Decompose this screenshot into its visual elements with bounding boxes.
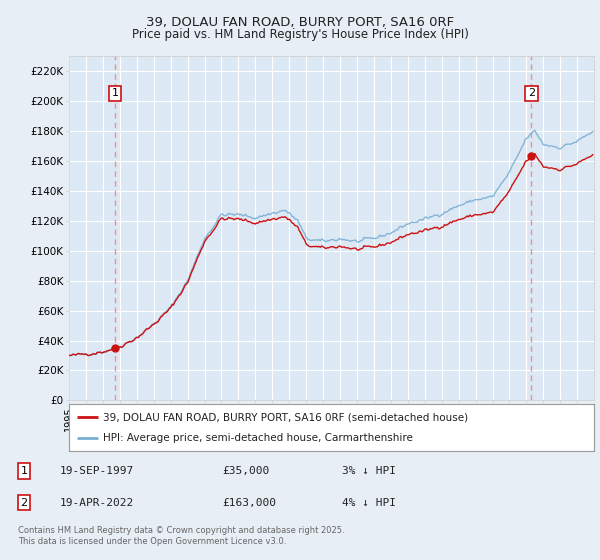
Text: £163,000: £163,000: [222, 498, 276, 507]
Text: HPI: Average price, semi-detached house, Carmarthenshire: HPI: Average price, semi-detached house,…: [103, 433, 413, 443]
Text: 19-APR-2022: 19-APR-2022: [60, 498, 134, 507]
Text: Price paid vs. HM Land Registry's House Price Index (HPI): Price paid vs. HM Land Registry's House …: [131, 28, 469, 41]
Text: 3% ↓ HPI: 3% ↓ HPI: [342, 466, 396, 476]
Text: 1: 1: [112, 88, 119, 99]
Text: 19-SEP-1997: 19-SEP-1997: [60, 466, 134, 476]
Text: 2: 2: [20, 498, 28, 507]
Text: 1: 1: [20, 466, 28, 476]
Text: £35,000: £35,000: [222, 466, 269, 476]
Text: 2: 2: [528, 88, 535, 99]
Text: Contains HM Land Registry data © Crown copyright and database right 2025.
This d: Contains HM Land Registry data © Crown c…: [18, 526, 344, 546]
Text: 39, DOLAU FAN ROAD, BURRY PORT, SA16 0RF (semi-detached house): 39, DOLAU FAN ROAD, BURRY PORT, SA16 0RF…: [103, 412, 468, 422]
Text: 39, DOLAU FAN ROAD, BURRY PORT, SA16 0RF: 39, DOLAU FAN ROAD, BURRY PORT, SA16 0RF: [146, 16, 454, 29]
Text: 4% ↓ HPI: 4% ↓ HPI: [342, 498, 396, 507]
